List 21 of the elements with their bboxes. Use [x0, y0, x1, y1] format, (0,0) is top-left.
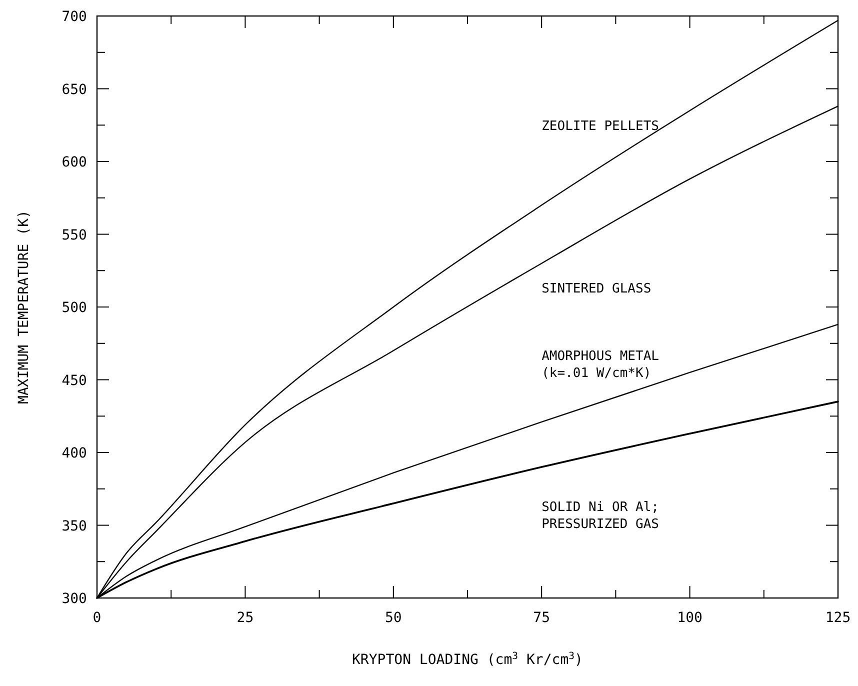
series-label: SINTERED GLASS — [542, 281, 652, 296]
x-tick-label: 50 — [384, 610, 402, 626]
text: SOLID Ni OR Al; PRESSURIZED GAS — [542, 500, 660, 532]
y-tick-label: 350 — [62, 518, 87, 534]
x-tick-label: 100 — [677, 610, 702, 626]
x-tick-label: 125 — [825, 610, 851, 626]
y-tick-label: 300 — [62, 591, 87, 607]
y-tick-label: 700 — [62, 9, 87, 25]
y-tick-label: 550 — [62, 227, 87, 244]
y-tick-label: 500 — [62, 300, 87, 316]
y-tick-label: 650 — [62, 82, 87, 98]
x-tick-label: 25 — [236, 610, 254, 626]
y-tick-label: 450 — [62, 372, 87, 389]
y-tick-label: 400 — [62, 446, 87, 462]
x-tick-label: 75 — [533, 610, 550, 626]
x-axis-title: KRYPTON LOADING (cm$^{3}$ Kr/cm$^{3}$) — [352, 650, 583, 668]
series-label: ZEOLITE PELLETS — [542, 119, 660, 134]
x-tick-label: 0 — [92, 610, 102, 626]
series-label: AMORPHOUS METAL (k=.01 W/cm*K) — [542, 348, 660, 381]
y-tick-label: 600 — [62, 154, 87, 170]
y-axis-title: MAXIMUM TEMPERATURE (K) — [16, 210, 32, 404]
